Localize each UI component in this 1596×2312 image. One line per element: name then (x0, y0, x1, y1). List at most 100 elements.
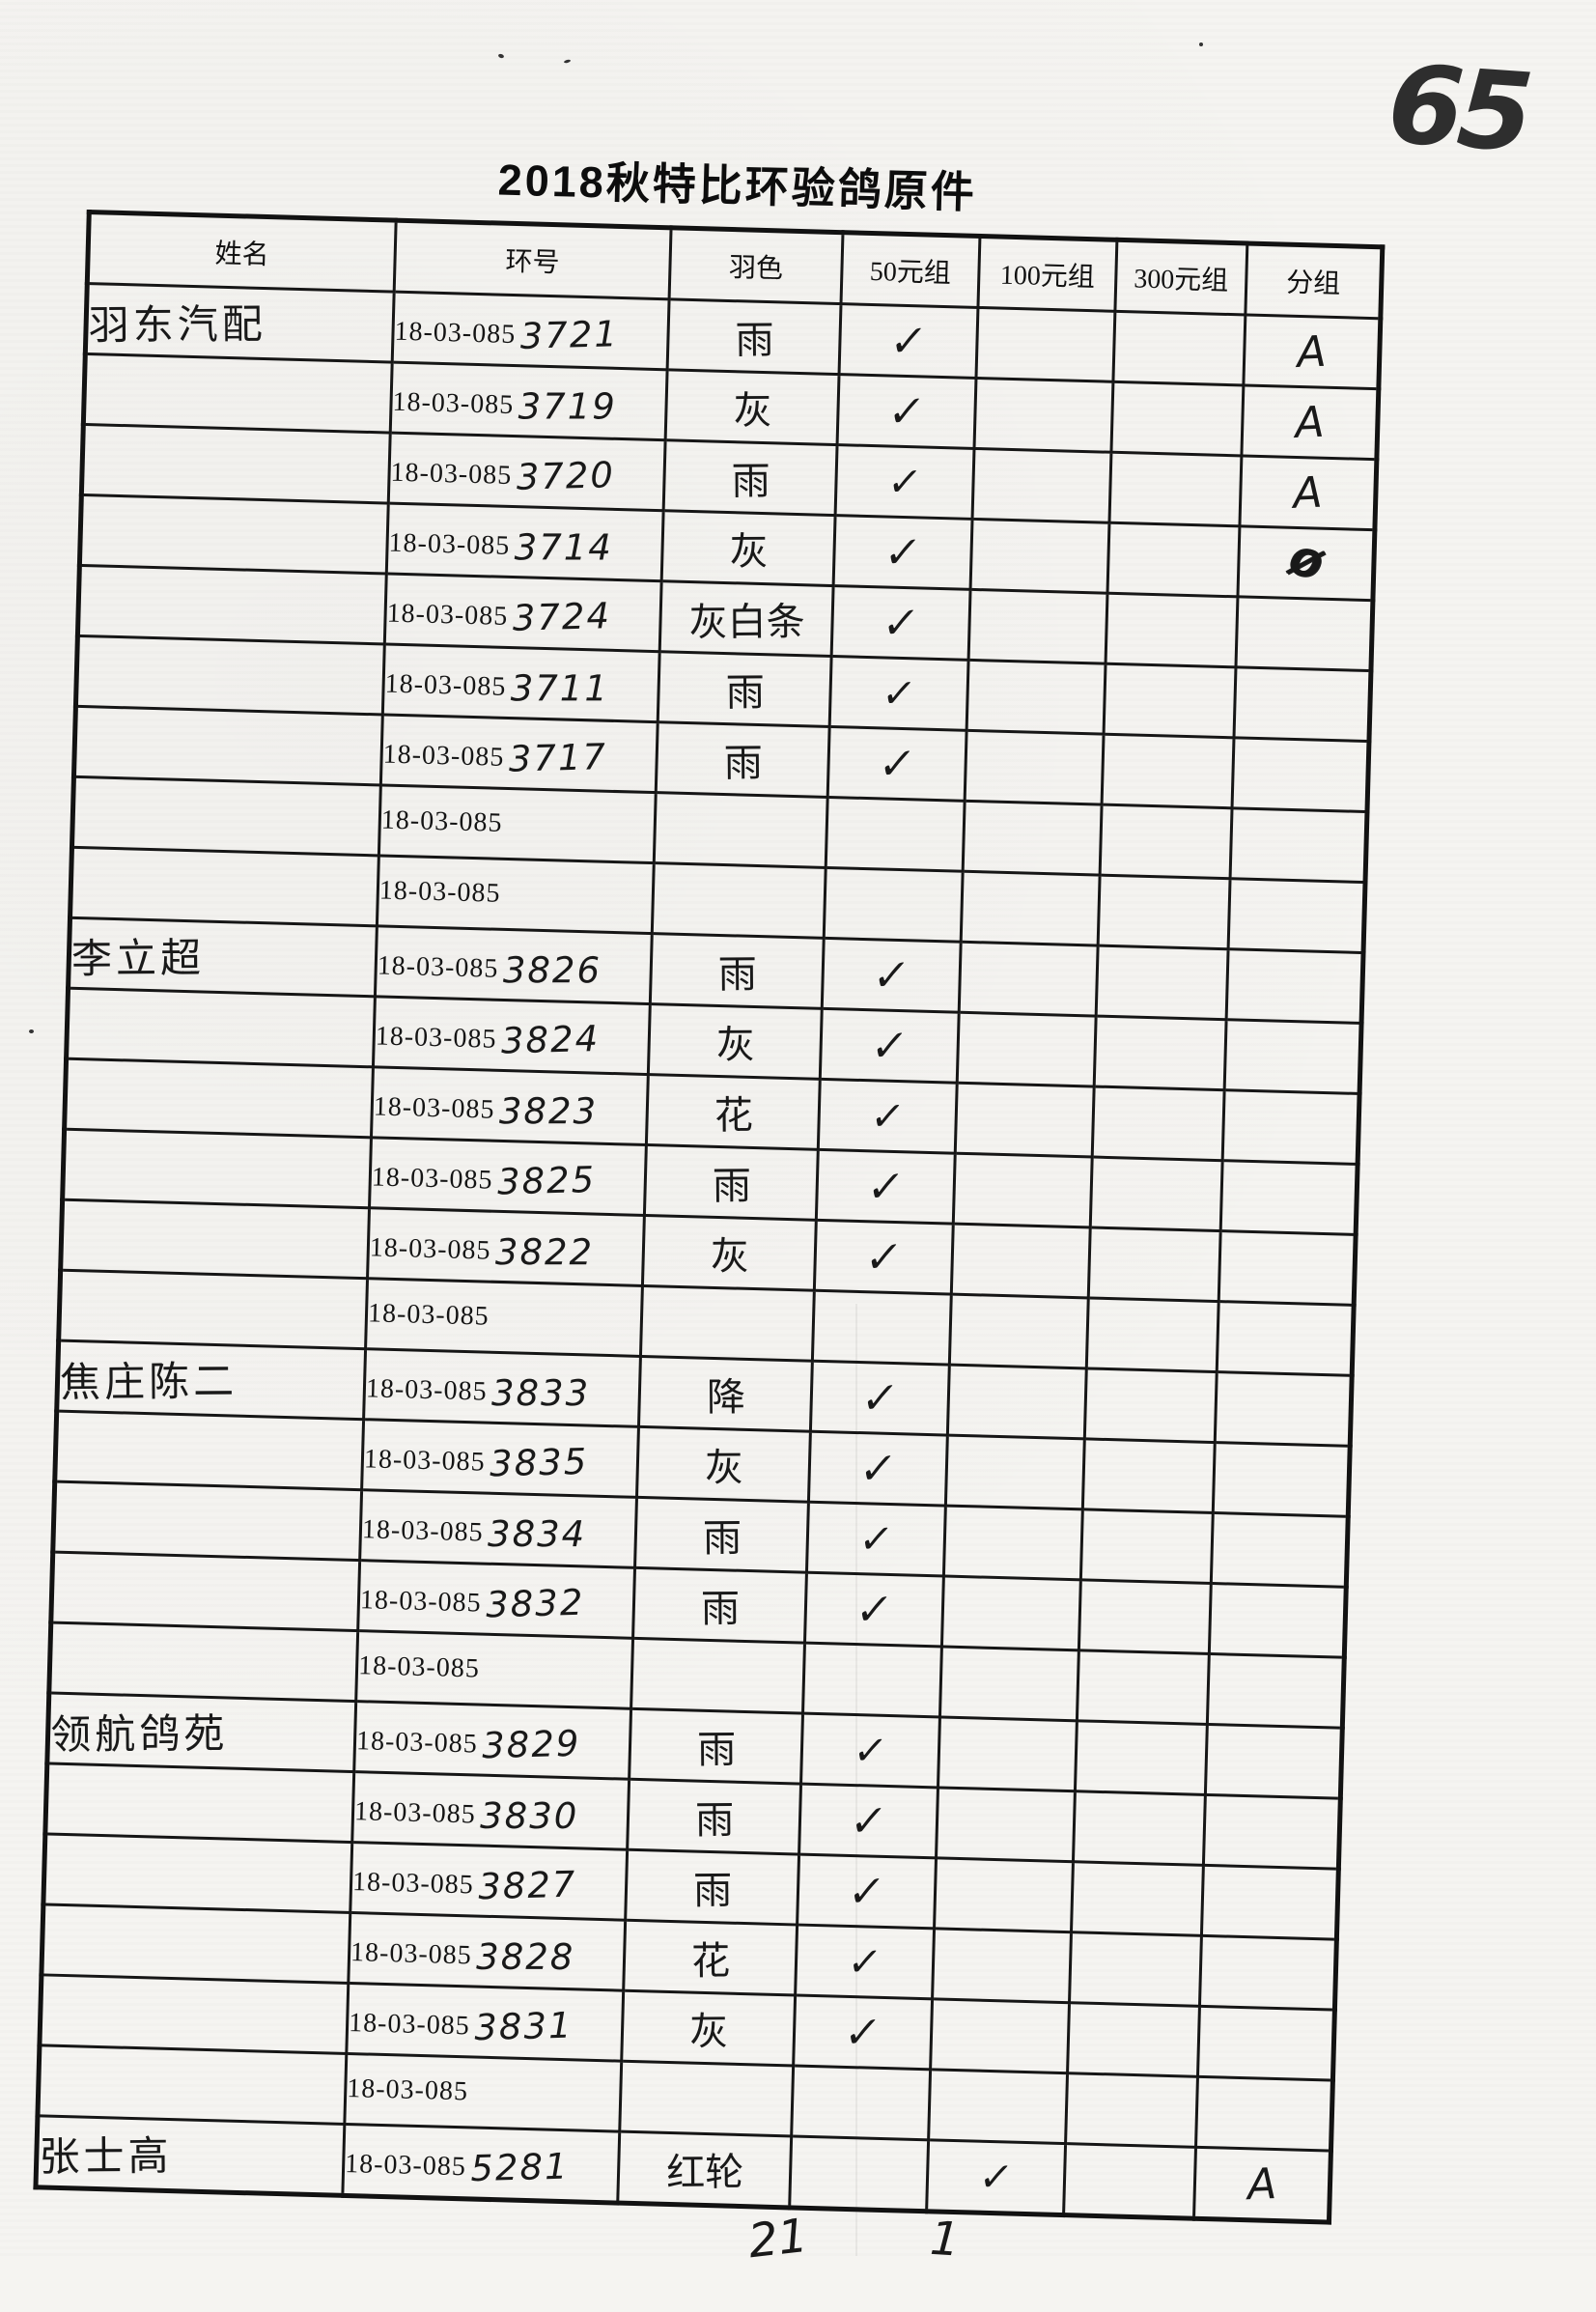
feather-color-cell: 灰 (621, 1990, 796, 2066)
printed-ring-prefix: 18-03-085 (380, 804, 503, 838)
printed-ring-prefix: 18-03-085 (363, 1443, 487, 1478)
group-300yuan-cell (1077, 1649, 1210, 1725)
handwritten-feather-color: 灰 (728, 529, 769, 575)
group-300yuan-cell (1065, 2072, 1198, 2148)
handwritten-group-letter: A (1294, 397, 1326, 448)
handwritten-feather-color: 灰 (688, 2009, 728, 2055)
total-50yuan-count: 21 (745, 2208, 811, 2270)
printed-ring-prefix: 18-03-085 (353, 1795, 477, 1829)
checkmark: ✓ (856, 1442, 900, 1495)
group-100yuan-cell (959, 942, 1099, 1017)
feather-color-cell: 雨 (627, 1779, 801, 1855)
name-cell (64, 1058, 374, 1138)
printed-ring-prefix: 18-03-085 (369, 1231, 491, 1266)
checkmark: ✓ (864, 1161, 908, 1213)
group-letter-cell (1195, 2076, 1333, 2152)
group-50yuan-cell (791, 2065, 931, 2140)
handwritten-fancier-name: 张士高 (39, 2131, 173, 2181)
group-100yuan-cell (951, 1224, 1091, 1298)
name-cell (71, 776, 381, 856)
group-letter-cell (1203, 1794, 1341, 1870)
group-300yuan-cell (1108, 452, 1242, 526)
group-300yuan-cell (1090, 1156, 1223, 1231)
handwritten-ring-suffix: 3721 (518, 312, 620, 357)
name-cell (44, 1762, 354, 1843)
name-cell (60, 1199, 370, 1279)
group-50yuan-cell: ✓ (820, 1008, 960, 1084)
group-100yuan-cell (947, 1365, 1087, 1439)
checkmark: ✓ (881, 526, 925, 578)
handwritten-feather-color: 雨 (723, 741, 763, 786)
checkmark: ✓ (862, 1230, 906, 1283)
printed-ring-prefix: 18-03-085 (351, 1866, 475, 1900)
ring-number-cell: 18-03-0853826 (375, 925, 653, 1004)
handwritten-fancier-name: 羽东汽配 (88, 299, 266, 349)
group-100yuan-cell (945, 1435, 1085, 1509)
checkmark: ✓ (868, 1020, 911, 1072)
group-letter-cell (1209, 1583, 1347, 1658)
ring-number-cell: 18-03-0853724 (384, 574, 662, 652)
group-50yuan-cell (789, 2135, 929, 2212)
group-300yuan-cell (1069, 1931, 1202, 2007)
ring-number-cell: 18-03-0853717 (380, 714, 658, 793)
checkmark: ✓ (855, 1515, 897, 1563)
handwritten-feather-color: 雨 (692, 1868, 732, 1914)
group-letter-cell (1211, 1512, 1349, 1588)
name-cell (77, 565, 387, 644)
checkmark: ✓ (867, 1092, 908, 1140)
feather-color-cell: 雨 (644, 1144, 819, 1221)
name-cell (83, 353, 393, 434)
group-letter-cell (1213, 1442, 1351, 1517)
feather-color-cell: 灰 (648, 1003, 823, 1080)
handwritten-feather-color: 灰 (704, 1446, 743, 1491)
group-100yuan-cell (966, 660, 1106, 735)
group-50yuan-cell: ✓ (839, 303, 978, 379)
handwritten-fancier-name: 李立超 (70, 933, 206, 982)
scribbled-circle-mark: Ø (1286, 539, 1326, 588)
group-100yuan-cell (939, 1646, 1079, 1721)
printed-ring-prefix: 18-03-085 (371, 1161, 493, 1196)
group-300yuan-cell (1106, 593, 1238, 667)
handwritten-feather-color: 降 (706, 1375, 745, 1421)
group-letter-cell (1205, 1724, 1343, 1799)
printed-ring-prefix: 18-03-085 (386, 598, 509, 632)
group-50yuan-cell (802, 1643, 942, 1717)
group-letter-cell (1217, 1301, 1355, 1376)
group-letter-cell (1201, 1865, 1339, 1940)
printed-ring-prefix: 18-03-085 (344, 2148, 467, 2182)
ring-number-cell: 18-03-0853824 (373, 996, 651, 1075)
name-cell (37, 2044, 347, 2125)
handwritten-feather-color: 雨 (717, 952, 757, 998)
name-cell: 焦庄陈二 (56, 1340, 366, 1420)
checkmark: ✓ (845, 1865, 888, 1918)
ring-number-cell: 18-03-0853822 (367, 1207, 645, 1286)
name-cell (54, 1411, 364, 1490)
printed-ring-prefix: 18-03-085 (359, 1584, 483, 1619)
feather-color-cell: 花 (646, 1074, 821, 1150)
feather-color-cell: 降 (638, 1356, 813, 1432)
feather-color-cell: 雨 (656, 721, 830, 798)
name-cell (79, 494, 389, 575)
handwritten-ring-suffix: 3829 (481, 1722, 581, 1766)
feather-color-cell: 灰 (636, 1426, 811, 1503)
group-300yuan-cell (1075, 1720, 1208, 1795)
name-cell: 张士高 (35, 2115, 345, 2196)
ring-number-cell: 18-03-0853714 (386, 503, 664, 581)
name-cell: 李立超 (68, 917, 378, 997)
feather-color-cell: 雨 (650, 933, 825, 1009)
feather-color-cell (652, 862, 826, 939)
group-100yuan-cell (974, 378, 1113, 453)
ring-number-cell: 18-03-0853829 (353, 1701, 631, 1780)
feather-color-cell (619, 2061, 794, 2136)
group-letter-cell: A (1193, 2147, 1331, 2223)
group-100yuan-cell: ✓ (926, 2139, 1066, 2215)
group-50yuan-cell: ✓ (818, 1079, 958, 1154)
feather-color-cell (630, 1638, 805, 1714)
handwritten-feather-color: 灰 (732, 388, 772, 434)
group-300yuan-cell (1096, 945, 1229, 1020)
group-300yuan-cell (1084, 1367, 1218, 1443)
group-letter-cell (1222, 1089, 1360, 1165)
printed-ring-prefix: 18-03-085 (367, 1298, 490, 1332)
group-300yuan-cell (1110, 381, 1244, 456)
